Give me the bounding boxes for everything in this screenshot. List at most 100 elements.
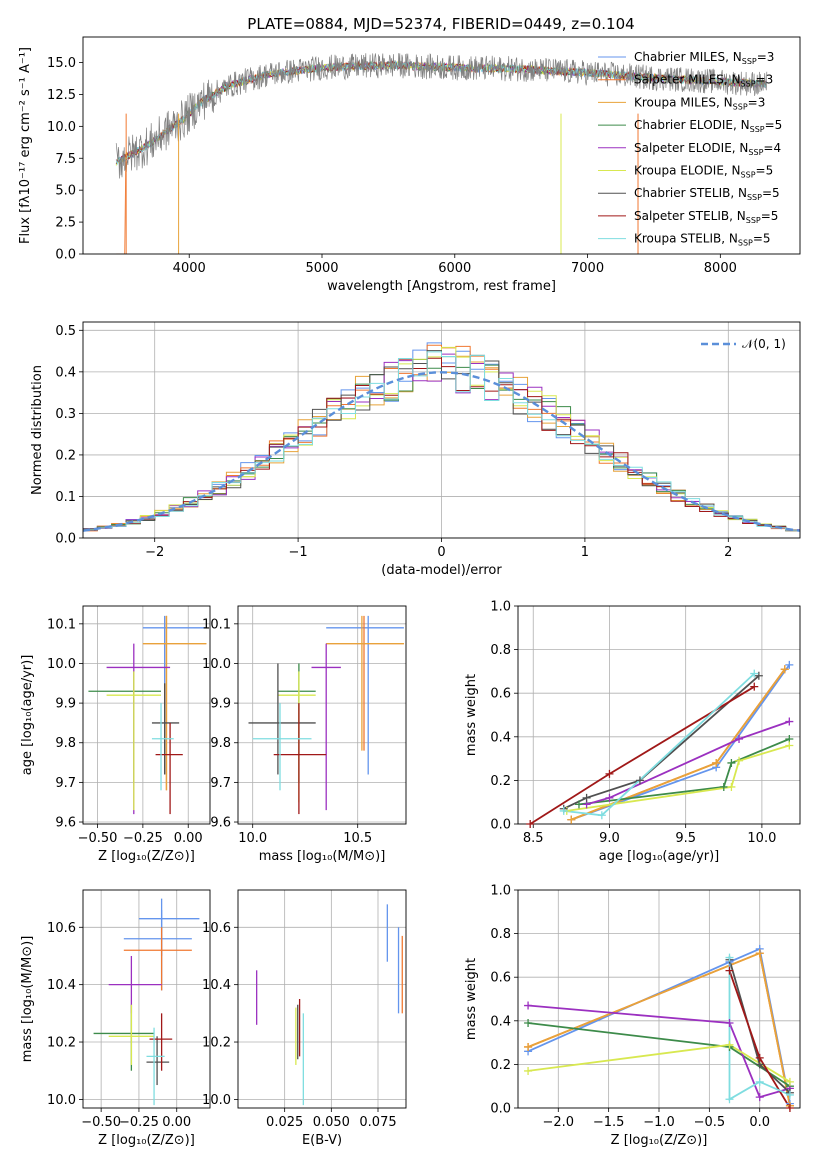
legend-entry: Kroupa MILES, NSSP=3 (634, 95, 765, 111)
mass-weight-marker (780, 665, 789, 674)
axes-frame (237, 889, 407, 1109)
mass-weight-marker (755, 1053, 764, 1062)
y-tick-label: 0.2 (55, 448, 76, 463)
legend-entry: Salpeter MILES, NSSP=3 (634, 73, 773, 89)
legend-entry: Kroupa ELODIE, NSSP=5 (634, 164, 773, 180)
x-tick-label: −0.50 (78, 831, 118, 846)
y-tick-label: 9.7 (55, 776, 76, 791)
mass-weight-marker (635, 776, 644, 785)
y-tick-label: 10.4 (47, 978, 76, 993)
x-axis-label: mass [log₁₀(M/M⊙)] (259, 849, 386, 864)
y-tick-label: 7.5 (55, 152, 76, 167)
mass-weight-marker (785, 1077, 794, 1086)
mass-weight-marker (526, 820, 535, 828)
x-tick-label: −2.0 (542, 1115, 574, 1130)
x-tick-label: −0.25 (123, 831, 163, 846)
y-tick-label: 0.8 (490, 927, 511, 942)
y-tick-label: 10.2 (202, 1036, 231, 1051)
x-tick-label: 9.5 (675, 831, 696, 846)
mass-weight-marker (524, 1001, 533, 1010)
y-axis-label: mass weight (464, 674, 479, 756)
x-tick-label: −1.5 (593, 1115, 625, 1130)
y-axis-label: Normed distribution (30, 365, 45, 495)
x-axis-label: Z [log₁₀(Z/Z⊙)] (611, 1133, 708, 1148)
x-axis-label: Z [log₁₀(Z/Z⊙)] (98, 849, 195, 864)
y-tick-label: 0.4 (490, 730, 511, 745)
y-axis-label: mass weight (464, 958, 479, 1040)
x-tick-label: −1.0 (643, 1115, 675, 1130)
x-tick-label: 10.0 (238, 831, 267, 846)
y-tick-label: 0.4 (490, 1014, 511, 1029)
x-tick-label: −1 (289, 545, 308, 560)
mass-weight-marker (719, 782, 728, 791)
mass-weight-marker (582, 793, 591, 802)
panel-spectrum: 4000 5000 6000 7000 8000 0.0 2.5 5.0 7.5 10.0 12.5… (18, 36, 801, 294)
x-tick-label: 8000 (704, 261, 737, 276)
model-spectrum-line (115, 60, 767, 165)
legend-entry: Chabrier ELODIE, NSSP=5 (634, 118, 782, 134)
y-tick-label: 0.2 (490, 774, 511, 789)
x-tick-label: 7000 (571, 261, 604, 276)
x-tick-label: 0.0 (749, 1115, 770, 1130)
mass-weight-marker (755, 1077, 764, 1086)
legend-entry: Salpeter ELODIE, NSSP=4 (634, 141, 781, 157)
y-tick-label: 9.8 (55, 736, 76, 751)
y-tick-label: 9.9 (210, 697, 231, 712)
x-tick-label: −0.5 (694, 1115, 726, 1130)
x-tick-label: 2 (724, 545, 732, 560)
y-axis-label: age [log₁₀(age/yr)] (20, 655, 35, 776)
y-tick-label: 10.0 (47, 657, 76, 672)
panel-age_vs_mass: 10.0 10.5 9.6 9.7 9.8 9.9 10.0 10.1 mass [log₁₀(… (202, 605, 407, 864)
x-axis-label: (data-model)/error (381, 563, 502, 578)
y-tick-label: 10.1 (202, 617, 231, 632)
y-tick-label: 0.5 (55, 324, 76, 339)
y-tick-label: 0.3 (55, 407, 76, 422)
mass-weight-marker (755, 949, 764, 958)
y-tick-label: 9.9 (55, 697, 76, 712)
panel-age_vs_Z: −0.50 −0.25 0.00 9.6 9.7 9.8 9.9 10.0 10.1 Z [log… (20, 605, 211, 864)
mass-weight-marker (524, 1018, 533, 1027)
x-tick-label: 0.075 (359, 1115, 396, 1130)
mass-weight-marker (727, 782, 736, 791)
mass-weight-marker (725, 1018, 734, 1027)
x-tick-label: 0.025 (266, 1115, 303, 1130)
axes-frame (517, 889, 801, 1109)
plot-area (83, 890, 210, 1108)
x-axis-label: Z [log₁₀(Z/Z⊙)] (98, 1133, 195, 1148)
axes-frame (517, 605, 801, 825)
mass-weight-marker (725, 1040, 734, 1049)
y-tick-label: 9.6 (210, 816, 231, 831)
mass-weight-marker (785, 1104, 794, 1112)
y-tick-label: 10.0 (47, 1093, 76, 1108)
x-axis-label: E(B-V) (302, 1133, 342, 1148)
mass-weight-marker (755, 1093, 764, 1102)
x-tick-label: 0.00 (162, 1115, 191, 1130)
y-tick-label: 0.8 (490, 643, 511, 658)
plot-area (238, 606, 406, 824)
mass-weight-marker (725, 953, 734, 962)
y-tick-label: 1.0 (490, 884, 511, 899)
mass-weight-marker (754, 671, 763, 680)
y-tick-label: 9.6 (55, 816, 76, 831)
x-tick-label: 10.5 (343, 831, 372, 846)
y-tick-label: 10.0 (202, 657, 231, 672)
mass-weight-marker (559, 806, 568, 815)
x-tick-label: −0.50 (81, 1115, 121, 1130)
mass-weight-marker (574, 800, 583, 809)
y-tick-label: 2.5 (55, 216, 76, 231)
y-tick-label: 9.8 (210, 736, 231, 751)
mass-weight-marker (524, 1066, 533, 1075)
x-tick-label: −2 (145, 545, 164, 560)
mass-weight-marker (735, 756, 744, 765)
y-tick-label: 10.0 (47, 120, 76, 135)
plot-area (238, 890, 406, 1108)
model-spectrum-line (116, 61, 767, 254)
mass-weight-marker (785, 660, 794, 669)
x-tick-label: 9.0 (599, 831, 620, 846)
mass-weight-marker (727, 758, 736, 767)
x-tick-label: 0.050 (313, 1115, 350, 1130)
observed-spectrum-line (115, 53, 768, 179)
axes-frame (82, 36, 801, 255)
x-tick-label: 6000 (438, 261, 471, 276)
